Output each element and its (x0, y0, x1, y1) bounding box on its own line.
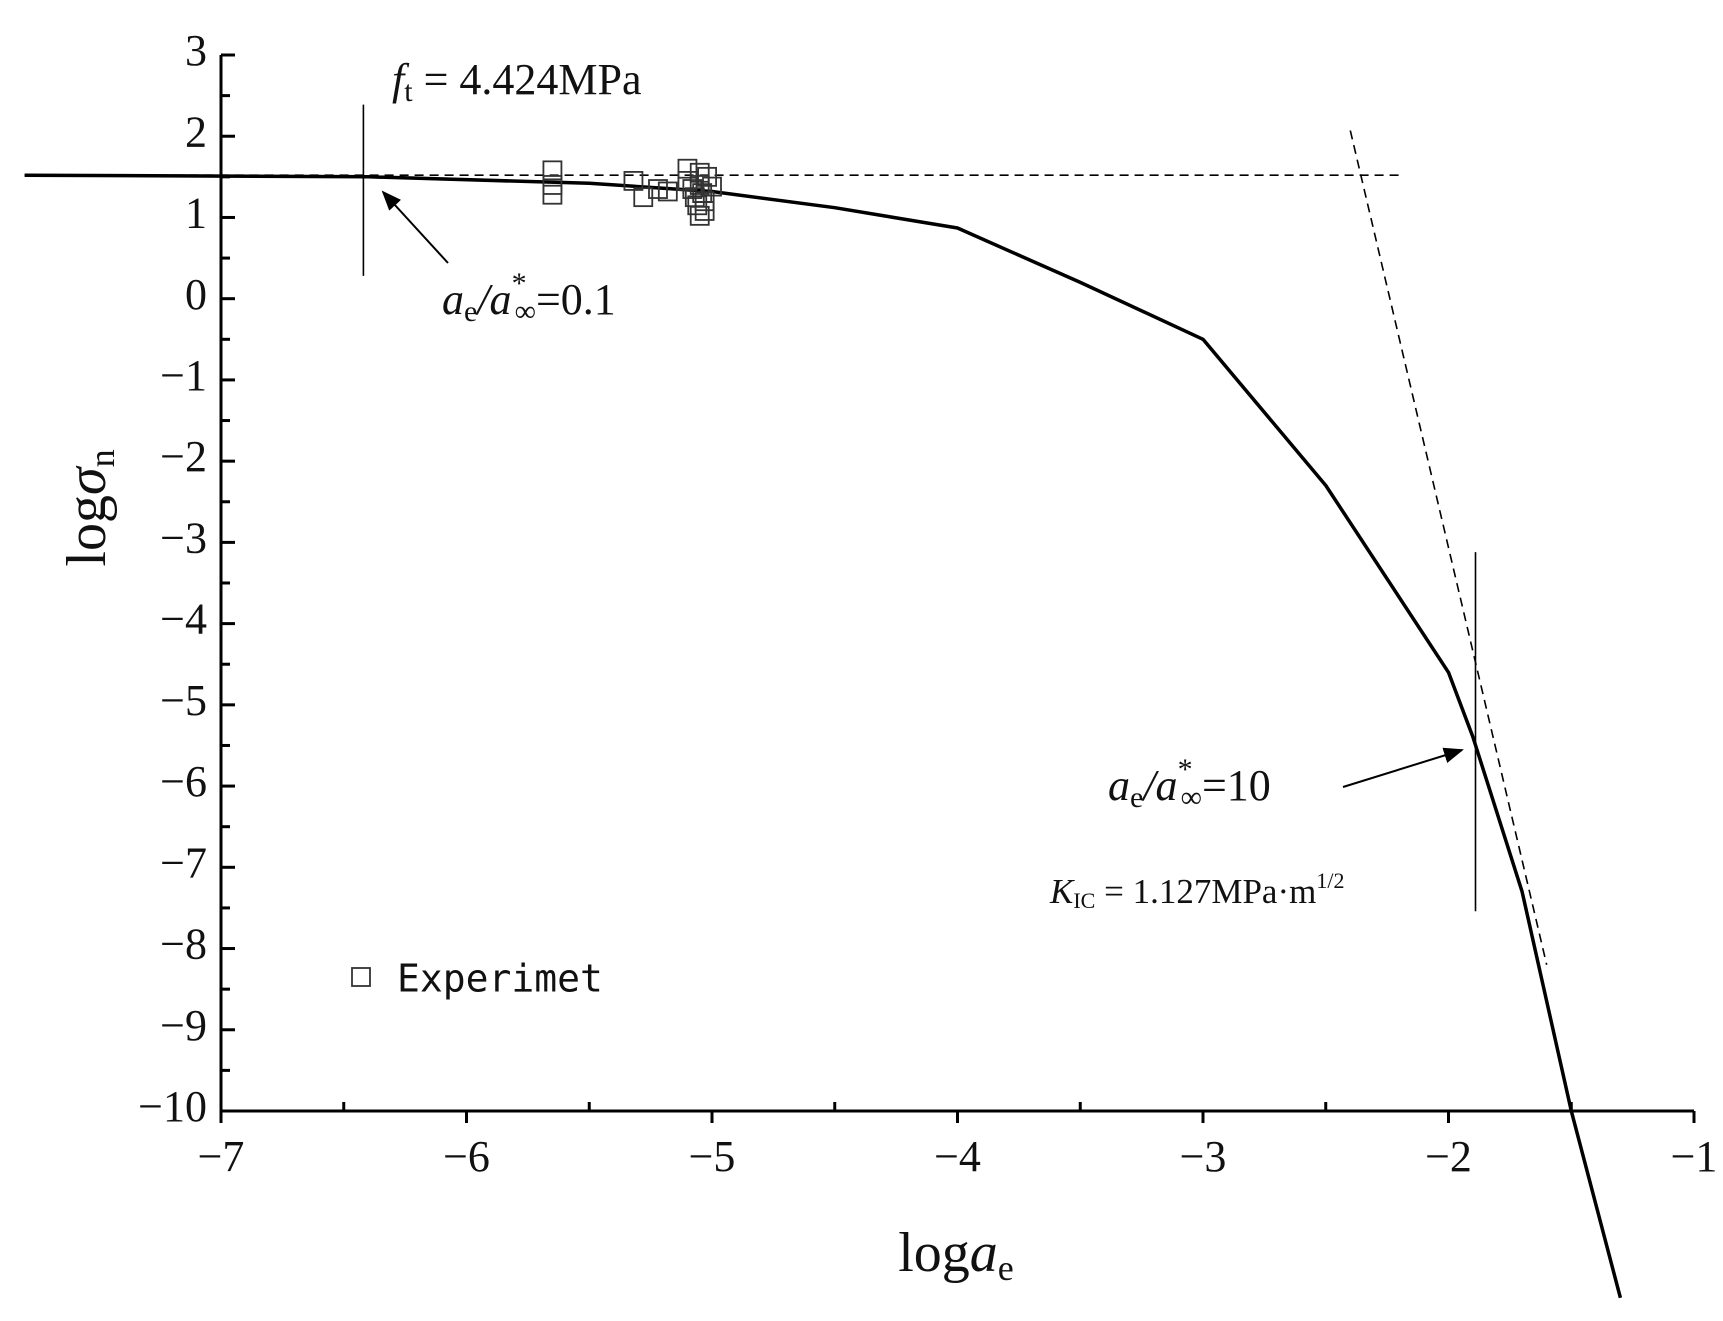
data-point (687, 195, 708, 216)
y-tick-label: 0 (185, 270, 207, 319)
y-axis-label: logσn (56, 449, 122, 566)
y-tick-label: −9 (160, 1001, 207, 1050)
annotation-ratio-low: ae/a* ∞=0.1 (442, 267, 616, 328)
y-tick-label: 1 (185, 189, 207, 238)
data-point (677, 158, 698, 179)
line (24, 173, 1623, 1299)
y-tick-label: 2 (185, 107, 207, 156)
x-axis-label: logae (898, 1222, 1014, 1288)
y-tick-label: −5 (160, 676, 207, 725)
y-tick-label: −4 (160, 595, 207, 644)
y-tick-label: −7 (160, 838, 207, 887)
data-point (542, 184, 563, 205)
dashed-line (1349, 130, 1548, 965)
x-tick-label: −1 (1671, 1132, 1718, 1181)
y-tick-label: −3 (160, 513, 207, 562)
data-point (689, 162, 710, 183)
legend-marker (351, 967, 371, 987)
annotation-kic: KIC = 1.127MPa·m1/2 (1049, 868, 1344, 913)
data-point (542, 160, 563, 181)
legend-label: Experimet (397, 957, 603, 1001)
data-point (689, 205, 710, 226)
y-tick-label: −10 (138, 1082, 207, 1131)
x-tick-label: −6 (443, 1132, 490, 1181)
annotation-ft: ft = 4.424MPa (392, 55, 642, 108)
annotation-arrow (381, 190, 449, 264)
marks: Experimet (24, 104, 1623, 1299)
y-tick-label: −6 (160, 757, 207, 806)
annotation-ratio-high: ae/a* ∞=10 (1108, 753, 1271, 814)
annotation-arrow (1342, 747, 1464, 788)
y-tick-label: −8 (160, 920, 207, 969)
axes: −7 −6 −5 −4 −3 −2 −1 3 2 1 0 −1 −2 −3 −4 −5 −6 −7 −8 −9 −10 (138, 26, 1717, 1181)
y-tick-label: −1 (160, 351, 207, 400)
y-tick-label: −2 (160, 432, 207, 481)
x-tick-label: −5 (689, 1132, 736, 1181)
x-tick-label: −2 (1425, 1132, 1472, 1181)
data-point (657, 181, 678, 202)
x-tick-label: −7 (198, 1132, 245, 1181)
data-point (694, 201, 715, 221)
x-tick-label: −4 (934, 1132, 981, 1181)
data-point (702, 176, 722, 197)
y-tick-label: 3 (185, 26, 207, 75)
x-tick-label: −3 (1180, 1132, 1227, 1181)
